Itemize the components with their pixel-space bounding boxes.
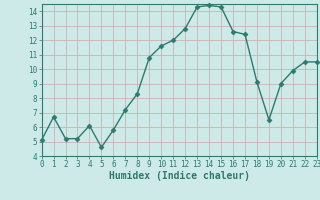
X-axis label: Humidex (Indice chaleur): Humidex (Indice chaleur) xyxy=(109,171,250,181)
